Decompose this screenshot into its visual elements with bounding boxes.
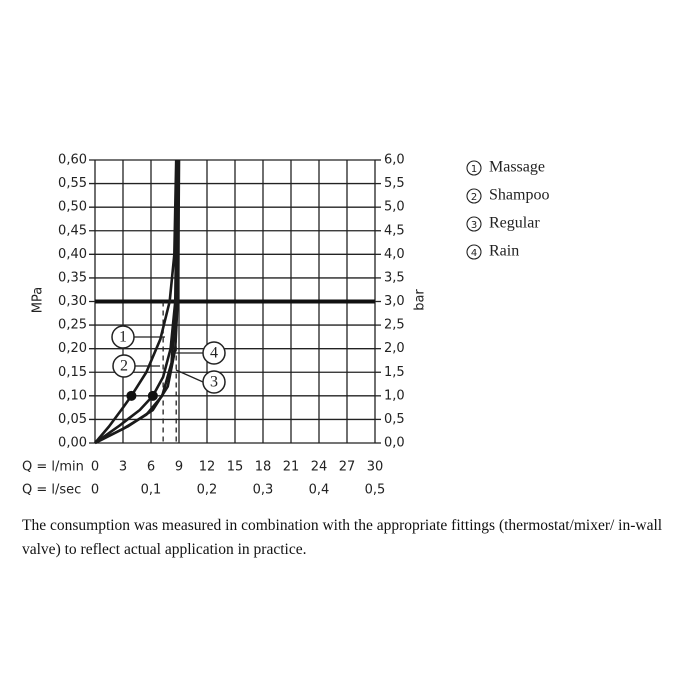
x2-tick-label: 0,1 xyxy=(141,483,162,498)
x-tick-label: 21 xyxy=(283,460,300,475)
x-tick-label: 15 xyxy=(227,460,244,475)
y-tick-label: 0,35 xyxy=(58,270,87,285)
y-tick-label: 0,10 xyxy=(58,388,87,403)
y2-tick-label: 0,0 xyxy=(384,436,405,451)
y2-tick-label: 3,5 xyxy=(384,270,405,285)
legend-number: 2 xyxy=(471,192,477,203)
leader-line xyxy=(175,369,204,383)
y-tick-label: 0,15 xyxy=(58,365,87,380)
y2-tick-label: 2,5 xyxy=(384,318,405,333)
y2-tick-label: 0,5 xyxy=(384,412,405,427)
marker xyxy=(147,390,158,401)
legend-label: Massage xyxy=(489,159,545,176)
y-tick-label: 0,40 xyxy=(58,247,87,262)
x-tick-label: 30 xyxy=(367,460,384,475)
y-tick-label: 0,00 xyxy=(58,436,87,451)
legend-circle xyxy=(466,160,482,176)
legend-label: Regular xyxy=(489,215,540,232)
x2-tick-label: 0,5 xyxy=(365,483,386,498)
legend-number: 3 xyxy=(471,220,477,231)
legend-number: 1 xyxy=(471,164,477,175)
x-tick-label: 27 xyxy=(339,460,356,475)
y2-tick-label: 4,0 xyxy=(384,247,405,262)
curve xyxy=(94,159,181,445)
x2-tick-label: 0 xyxy=(91,483,99,498)
x-tick-label: 12 xyxy=(199,460,216,475)
y2-tick-label: 4,5 xyxy=(384,223,405,238)
marker xyxy=(126,390,137,401)
y2-tick-label: 2,0 xyxy=(384,341,405,356)
y-axis-label: MPa xyxy=(31,287,46,313)
callout-circle xyxy=(202,341,226,365)
x2-axis-label: Q = l/sec xyxy=(22,483,81,498)
y-tick-label: 0,60 xyxy=(58,153,87,168)
y-tick-label: 0,25 xyxy=(58,318,87,333)
footnote: The consumption was measured in combinat… xyxy=(22,517,663,558)
legend-label: Shampoo xyxy=(489,187,549,204)
y-tick-label: 0,50 xyxy=(58,200,87,215)
x-tick-label: 24 xyxy=(311,460,328,475)
y2-tick-label: 6,0 xyxy=(384,153,405,168)
x-tick-label: 9 xyxy=(175,460,183,475)
x-tick-label: 6 xyxy=(147,460,155,475)
x-tick-label: 3 xyxy=(119,460,127,475)
x2-tick-label: 0,4 xyxy=(309,483,330,498)
legend-label: Rain xyxy=(489,243,519,260)
x2-tick-label: 0,2 xyxy=(197,483,218,498)
callout-label: 1 xyxy=(119,329,127,346)
x-tick-label: 18 xyxy=(255,460,272,475)
x-axis-label: Q = l/min xyxy=(22,460,84,475)
x2-tick-label: 0,3 xyxy=(253,483,274,498)
y2-tick-label: 5,5 xyxy=(384,176,405,191)
callout-label: 2 xyxy=(120,358,128,375)
y-tick-label: 0,55 xyxy=(58,176,87,191)
callout-label: 4 xyxy=(210,345,218,362)
y2-tick-label: 1,5 xyxy=(384,365,405,380)
y-tick-label: 0,45 xyxy=(58,223,87,238)
y2-axis-label: bar xyxy=(413,289,428,311)
legend-circle xyxy=(466,244,482,260)
y2-tick-label: 5,0 xyxy=(384,200,405,215)
callout-circle xyxy=(202,370,226,394)
legend-circle xyxy=(466,188,482,204)
legend-circle xyxy=(466,216,482,232)
callout-circle xyxy=(111,325,135,349)
callout-circle xyxy=(112,354,136,378)
x-tick-label: 0 xyxy=(91,460,99,475)
curve xyxy=(94,159,178,444)
legend-number: 4 xyxy=(471,248,477,259)
callout-label: 3 xyxy=(210,374,218,391)
y2-tick-label: 1,0 xyxy=(384,388,405,403)
y2-tick-label: 3,0 xyxy=(384,294,405,309)
chart: MPa bar Q = l/min Q = l/sec 0 3 6 9 12 15 18 21… xyxy=(22,153,549,498)
y-tick-label: 0,05 xyxy=(58,412,87,427)
y-tick-label: 0,20 xyxy=(58,341,87,356)
y-tick-label: 0,30 xyxy=(58,294,87,309)
